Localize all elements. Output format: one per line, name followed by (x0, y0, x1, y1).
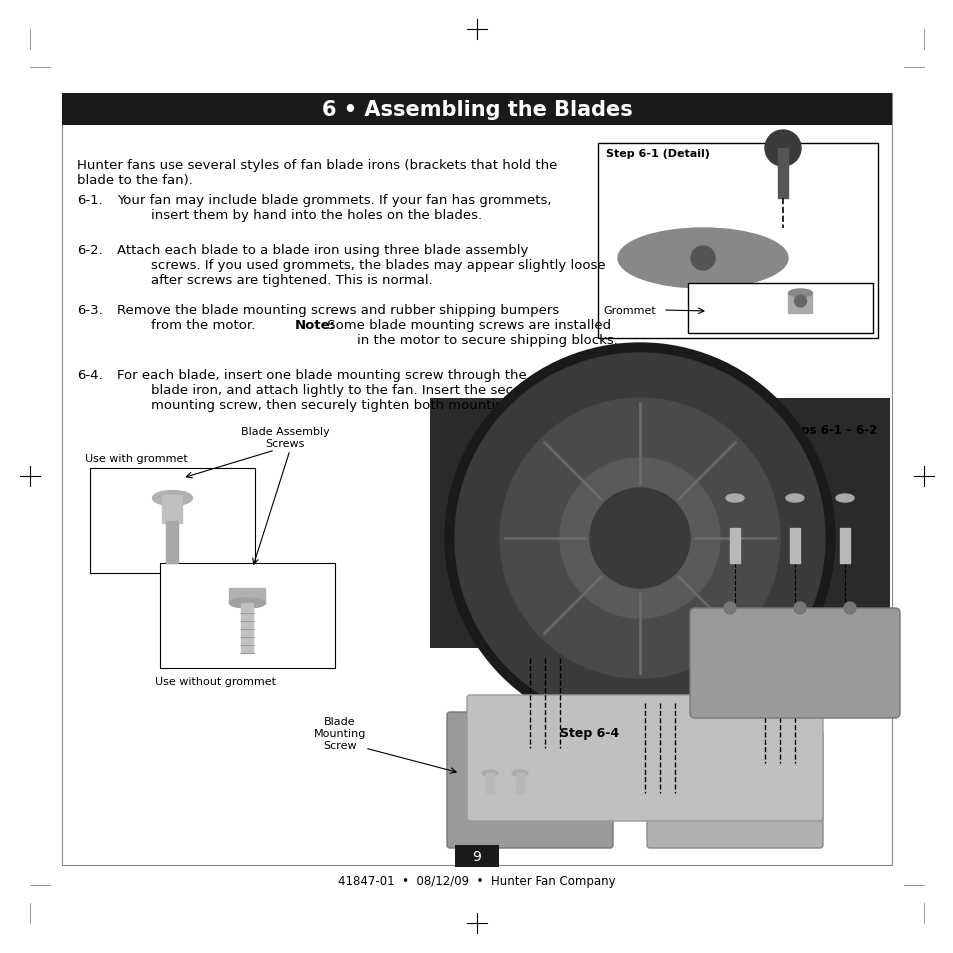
Ellipse shape (725, 495, 743, 502)
Circle shape (690, 247, 714, 271)
Text: 9: 9 (472, 849, 481, 863)
Text: Steps 6-1 – 6-2: Steps 6-1 – 6-2 (778, 423, 876, 436)
Bar (687, 284, 872, 334)
Text: Remove the blade mounting screws and rubber shipping bumpers
        from the mo: Remove the blade mounting screws and rub… (117, 304, 558, 332)
Bar (455, 845, 498, 867)
Bar (789, 529, 800, 563)
Circle shape (444, 344, 834, 733)
Bar (840, 529, 849, 563)
Text: 6-4.: 6-4. (77, 369, 103, 381)
FancyBboxPatch shape (689, 608, 899, 719)
Bar (516, 773, 523, 793)
Text: Hunter fans use several styles of fan blade irons (brackets that hold the
blade : Hunter fans use several styles of fan bl… (77, 159, 557, 187)
Text: 6 • Assembling the Blades: 6 • Assembling the Blades (321, 100, 632, 120)
Bar (241, 603, 253, 654)
Ellipse shape (835, 495, 853, 502)
Text: For each blade, insert one blade mounting screw through the
        blade iron, : For each blade, insert one blade mountin… (117, 369, 578, 412)
Circle shape (764, 131, 801, 167)
FancyBboxPatch shape (447, 712, 613, 848)
Ellipse shape (785, 495, 803, 502)
Text: Step 6-1 (Detail): Step 6-1 (Detail) (605, 149, 709, 159)
Bar (788, 294, 812, 314)
Circle shape (843, 602, 855, 615)
Bar (62, 94, 891, 126)
Bar (90, 469, 254, 574)
Ellipse shape (788, 290, 812, 297)
Circle shape (589, 489, 689, 588)
Text: Use with grommet: Use with grommet (85, 454, 188, 463)
Text: Blade Assembly
Screws: Blade Assembly Screws (240, 427, 329, 449)
Text: Use without grommet: Use without grommet (154, 677, 275, 686)
Ellipse shape (512, 770, 527, 776)
Text: Grommet: Grommet (602, 306, 655, 315)
Circle shape (794, 295, 805, 308)
Circle shape (499, 398, 780, 679)
Circle shape (793, 602, 805, 615)
Ellipse shape (618, 229, 787, 289)
Bar (729, 529, 740, 563)
Text: Your fan may include blade grommets. If your fan has grommets,
        insert th: Your fan may include blade grommets. If … (117, 193, 551, 222)
Text: Note:: Note: (294, 318, 335, 332)
Bar (430, 398, 889, 648)
Circle shape (723, 602, 735, 615)
Ellipse shape (481, 770, 497, 776)
Text: 41847-01  •  08/12/09  •  Hunter Fan Company: 41847-01 • 08/12/09 • Hunter Fan Company (337, 875, 616, 887)
Bar (598, 144, 877, 338)
FancyBboxPatch shape (467, 696, 822, 821)
Text: Some blade mounting screws are installed
        in the motor to secure shipping: Some blade mounting screws are installed… (323, 318, 618, 347)
Bar (160, 563, 335, 668)
Bar (167, 521, 178, 563)
Text: Blade
Mounting
Screw: Blade Mounting Screw (314, 717, 366, 750)
Bar (62, 94, 891, 865)
Bar (778, 149, 787, 199)
Text: 6-2.: 6-2. (77, 244, 103, 256)
Circle shape (455, 354, 824, 723)
Bar (162, 496, 182, 523)
Ellipse shape (152, 491, 193, 506)
Circle shape (559, 458, 720, 618)
Ellipse shape (230, 598, 265, 608)
FancyBboxPatch shape (646, 732, 822, 848)
Text: 6-3.: 6-3. (77, 304, 103, 316)
Text: 6-1.: 6-1. (77, 193, 103, 207)
Bar (485, 773, 494, 793)
Polygon shape (230, 588, 265, 603)
Text: Step 6-4: Step 6-4 (559, 727, 618, 740)
Text: Attach each blade to a blade iron using three blade assembly
        screws. If : Attach each blade to a blade iron using … (117, 244, 605, 287)
